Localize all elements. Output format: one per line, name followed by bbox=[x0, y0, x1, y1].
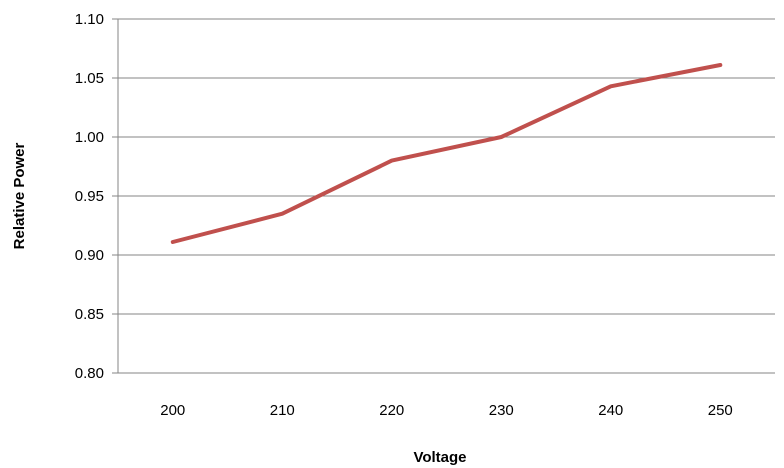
y-tick-label: 1.00 bbox=[75, 129, 104, 146]
y-tick-label: 0.80 bbox=[75, 365, 104, 382]
x-tick-label: 240 bbox=[598, 402, 623, 419]
x-tick-label: 210 bbox=[270, 402, 295, 419]
y-tick-label: 1.10 bbox=[75, 11, 104, 28]
gridlines bbox=[118, 18, 775, 315]
y-tick-label: 0.85 bbox=[75, 306, 104, 323]
series-layer bbox=[170, 63, 723, 244]
x-tick-label: 230 bbox=[489, 402, 514, 419]
x-tick-label: 220 bbox=[379, 402, 404, 419]
x-tick-label: 250 bbox=[708, 402, 733, 419]
x-tick-labels: 200 210 220 230 240 250 bbox=[160, 402, 733, 419]
y-tick-label: 1.05 bbox=[75, 70, 104, 87]
x-tick-label: 200 bbox=[160, 402, 185, 419]
x-axis-title: Voltage bbox=[413, 449, 466, 466]
y-tick-label: 0.90 bbox=[75, 247, 104, 264]
series-line bbox=[170, 63, 723, 244]
y-tick-labels: 0.80 0.85 0.90 0.95 1.00 1.05 1.10 bbox=[75, 11, 104, 382]
axes bbox=[112, 18, 775, 374]
y-axis-title: Relative Power bbox=[11, 142, 28, 249]
y-tick-label: 0.95 bbox=[75, 188, 104, 205]
